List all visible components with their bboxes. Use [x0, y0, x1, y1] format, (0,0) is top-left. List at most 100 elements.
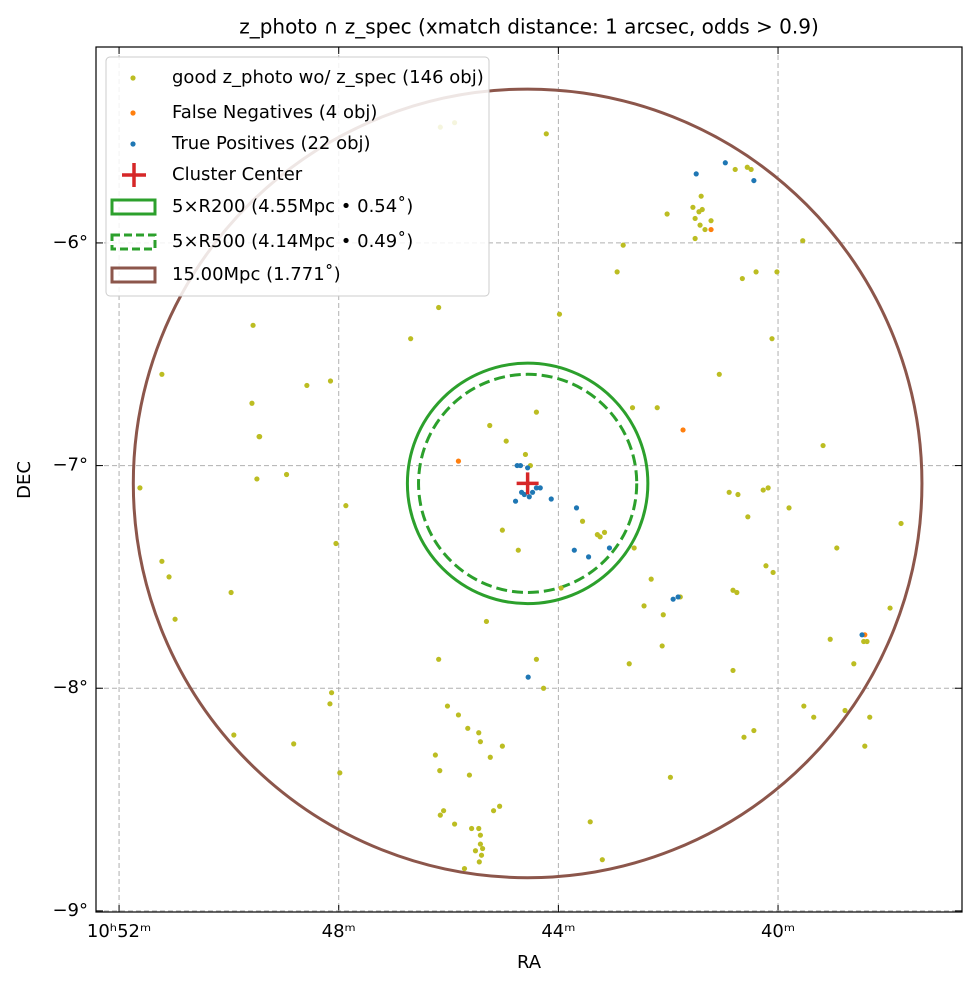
data-point [548, 496, 554, 502]
legend-marker [130, 110, 136, 116]
data-point [466, 772, 473, 778]
data-point [490, 808, 497, 814]
data-point [533, 485, 540, 491]
data-point [432, 752, 438, 758]
legend-label: Cluster Center [172, 164, 303, 185]
data-point [730, 667, 736, 674]
data-point [497, 803, 503, 809]
data-point [533, 409, 540, 415]
data-point [732, 166, 738, 173]
data-point [708, 218, 714, 224]
data-point [664, 211, 670, 217]
data-point [571, 547, 577, 553]
data-point [522, 451, 529, 458]
data-point [620, 242, 626, 248]
data-point [476, 859, 482, 865]
data-point [333, 540, 339, 547]
data-point [343, 503, 349, 509]
data-point [228, 589, 234, 596]
data-point [708, 226, 714, 233]
data-point [515, 547, 521, 553]
y-tick-label: −6° [52, 232, 88, 253]
data-point [690, 204, 696, 210]
radius-circle [417, 372, 639, 594]
x-tick-label: 10ʰ52ᵐ [87, 921, 151, 942]
data-point [476, 825, 482, 832]
data-point [827, 636, 833, 642]
data-point [820, 442, 826, 449]
data-point [437, 812, 443, 818]
data-point [626, 661, 632, 667]
legend-label: 15.00Mpc (1.771˚) [172, 264, 341, 285]
x-axis-label: RA [517, 952, 542, 973]
data-point [159, 371, 165, 377]
data-point [601, 529, 608, 535]
legend-marker [110, 266, 157, 284]
data-point [629, 405, 636, 411]
data-point [744, 164, 750, 170]
y-axis-label: DEC [14, 461, 35, 499]
data-point [753, 269, 759, 275]
data-point [477, 832, 484, 838]
data-point [487, 422, 493, 429]
data-point [680, 427, 686, 433]
data-point [811, 714, 817, 720]
data-point [525, 465, 531, 471]
data-point [328, 690, 335, 696]
data-point [441, 808, 447, 814]
data-point [631, 545, 637, 551]
data-point [765, 485, 771, 491]
data-point [461, 865, 468, 872]
data-point [543, 131, 549, 137]
data-point [499, 743, 505, 749]
radius-circle [405, 361, 650, 606]
data-point [512, 498, 519, 504]
data-point [751, 727, 757, 734]
chart-title: z_photo ∩ z_spec (xmatch distance: 1 arc… [239, 15, 819, 39]
data-point [444, 703, 451, 709]
data-point [327, 701, 333, 707]
x-tick-label: 40ᵐ [761, 921, 795, 942]
data-point [137, 485, 143, 491]
data-point [529, 489, 536, 495]
data-point [675, 594, 681, 600]
data-point [337, 770, 343, 776]
legend-marker [130, 141, 136, 147]
legend-label: 5×R200 (4.55Mpc • 0.54˚) [172, 196, 413, 217]
data-point [648, 576, 654, 582]
data-point [730, 587, 736, 593]
data-point [540, 685, 547, 691]
data-point [660, 612, 666, 618]
data-point [257, 434, 263, 440]
data-point [451, 821, 458, 827]
data-point [408, 336, 414, 342]
x-tick-label: 44ᵐ [541, 921, 575, 942]
data-point [786, 505, 792, 511]
data-point [525, 674, 531, 680]
data-point [477, 841, 484, 847]
data-point [573, 505, 580, 511]
data-point [231, 732, 237, 738]
data-point [739, 275, 745, 282]
data-point [477, 739, 484, 745]
legend-label: 5×R500 (4.14Mpc • 0.49˚) [172, 231, 413, 252]
data-point [851, 661, 857, 667]
data-point [842, 707, 848, 714]
data-point [702, 226, 708, 233]
data-point [735, 491, 741, 498]
data-point [654, 405, 660, 411]
data-point [327, 378, 334, 384]
data-point [692, 235, 698, 242]
data-point [699, 206, 705, 213]
data-point [659, 643, 665, 649]
data-point [521, 491, 527, 498]
data-point [734, 589, 740, 596]
y-tick-label: −8° [52, 677, 88, 698]
data-point [472, 848, 479, 854]
legend-marker [130, 75, 136, 81]
data-point [249, 400, 255, 406]
data-point [499, 527, 505, 533]
cluster-center [516, 472, 539, 495]
plot-frame [95, 46, 963, 913]
